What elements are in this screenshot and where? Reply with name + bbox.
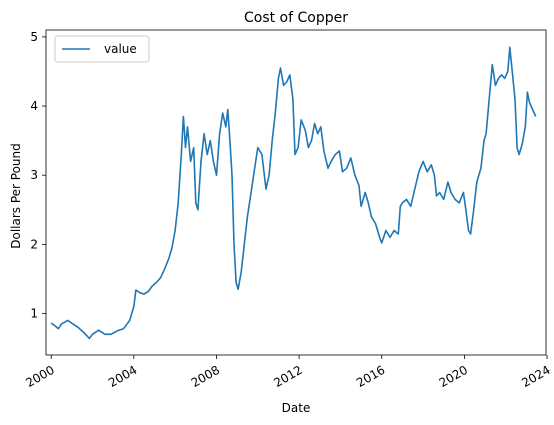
x-tick-label: 2000 <box>23 363 56 390</box>
x-tick-label: 2016 <box>354 363 387 390</box>
y-tick-label: 1 <box>30 307 38 321</box>
x-tick-label: 2020 <box>437 363 470 390</box>
legend-box <box>54 35 150 63</box>
y-axis-label: Dollars Per Pound <box>9 143 23 249</box>
y-tick-label: 5 <box>30 30 38 44</box>
y-tick-label: 4 <box>30 99 38 113</box>
x-tick-label: 2012 <box>271 363 304 390</box>
legend: value <box>54 35 150 63</box>
x-axis-label: Date <box>282 401 311 415</box>
chart-title: Cost of Copper <box>244 10 348 26</box>
x-tick-label: 2008 <box>189 363 222 390</box>
y-tick-label: 2 <box>30 237 38 251</box>
series-line-value <box>50 46 537 340</box>
x-tick-label: 2024 <box>519 363 552 390</box>
legend-label: value <box>104 42 137 56</box>
axes-frame <box>45 29 547 356</box>
y-tick-label: 3 <box>30 168 38 182</box>
x-tick-label: 2004 <box>106 363 139 390</box>
plot-area: 1 2 3 4 5 2000 2004 2008 2012 2016 2020 2024 <box>23 29 553 390</box>
